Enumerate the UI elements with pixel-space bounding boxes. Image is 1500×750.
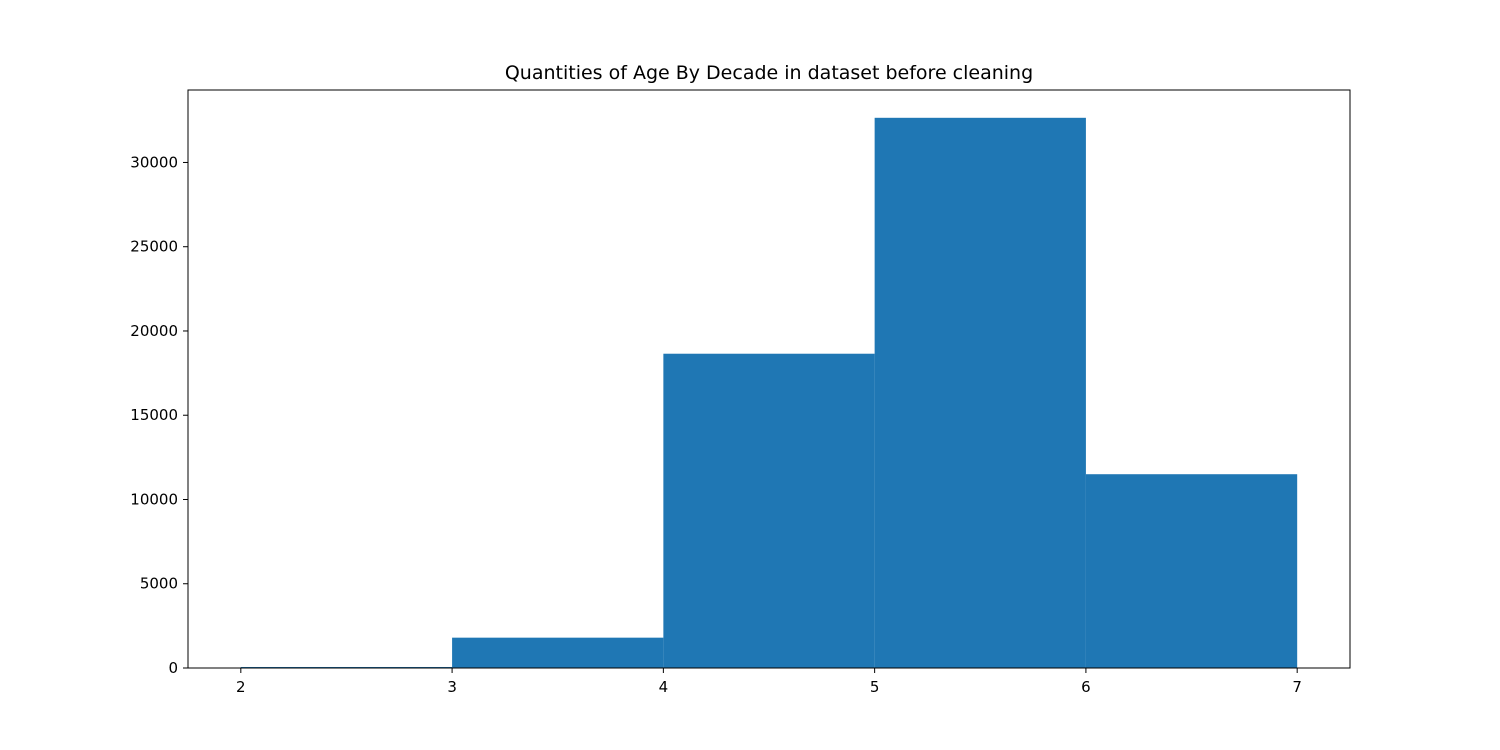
- y-tick-label-5: 25000: [130, 238, 178, 256]
- histogram-bar-0: [240, 666, 453, 668]
- histogram-bar-2: [663, 353, 875, 668]
- y-axis: 0 5000 10000 15000 20000 25000 30000: [130, 153, 188, 677]
- y-tick-label-3: 15000: [130, 406, 178, 424]
- y-tick-label-6: 30000: [130, 153, 178, 171]
- y-tick-label-2: 10000: [130, 490, 178, 508]
- y-tick-label-1: 5000: [140, 575, 178, 593]
- x-tick-label-3: 5: [870, 678, 880, 696]
- histogram-bar-1: [452, 637, 664, 668]
- y-tick-label-0: 0: [168, 659, 178, 677]
- chart-title: Quantities of Age By Decade in dataset b…: [505, 62, 1033, 84]
- x-tick-label-0: 2: [236, 678, 246, 696]
- y-tick-label-4: 20000: [130, 322, 178, 340]
- histogram-bar-3: [874, 117, 1086, 668]
- x-axis: 2 3 4 5 6 7: [236, 668, 1302, 696]
- histogram-bar-4: [1085, 474, 1298, 668]
- x-tick-label-4: 6: [1081, 678, 1091, 696]
- x-tick-label-1: 3: [447, 678, 457, 696]
- x-tick-label-2: 4: [659, 678, 669, 696]
- plot-frame: [187, 89, 1351, 669]
- x-tick-label-5: 7: [1292, 678, 1302, 696]
- bars: [240, 117, 1298, 668]
